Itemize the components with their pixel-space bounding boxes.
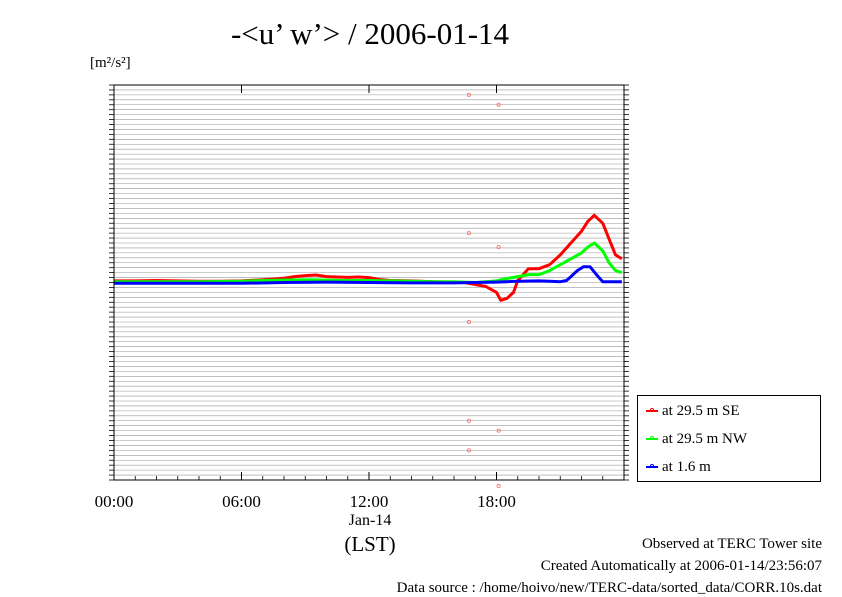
data-point xyxy=(466,231,471,236)
data-point xyxy=(496,244,501,249)
x-date-label: Jan-14 xyxy=(348,512,392,529)
x-axis-label: (LST) xyxy=(344,532,396,556)
data-point xyxy=(496,102,501,107)
data-point xyxy=(466,319,471,324)
x-tick-label: 12:00 xyxy=(350,492,389,511)
data-point xyxy=(496,483,501,488)
data-point xyxy=(466,448,471,453)
legend-item-se: at 29.5 m SE xyxy=(646,401,740,421)
x-tick-label: 00:00 xyxy=(95,492,134,511)
series-layer xyxy=(114,213,623,302)
plot-frame xyxy=(113,84,625,481)
scatter-points xyxy=(466,92,501,488)
data-point xyxy=(466,418,471,423)
legend-swatch-se xyxy=(646,408,658,412)
legend-item-nw: at 29.5 m NW xyxy=(646,429,747,449)
footer-source: Data source : /home/hoivo/new/TERC-data/… xyxy=(396,580,822,596)
y-axis-ticks xyxy=(109,84,629,481)
data-point xyxy=(496,428,501,433)
x-tick-label: 18:00 xyxy=(477,492,516,511)
legend-item-1-6m: at 1.6 m xyxy=(646,457,711,477)
legend-label-nw: at 29.5 m NW xyxy=(662,430,747,447)
footer-observed: Observed at TERC Tower site xyxy=(641,536,822,552)
legend-swatch-nw xyxy=(646,436,658,440)
legend-label-se: at 29.5 m SE xyxy=(662,402,740,419)
footer-created: Created Automatically at 2006-01-14/23:5… xyxy=(540,558,822,574)
y-axis-unit: [m²/s²] xyxy=(90,55,131,71)
chart-title: -<u’ w’> / 2006-01-14 xyxy=(230,16,510,51)
data-point xyxy=(466,92,471,97)
legend-label-1-6m: at 1.6 m xyxy=(662,458,711,475)
x-tick-label: 06:00 xyxy=(222,492,261,511)
series-line-2 xyxy=(114,265,622,285)
legend-swatch-1-6m xyxy=(646,464,658,468)
legend: at 29.5 m SE at 29.5 m NW at 1.6 m xyxy=(637,395,821,482)
